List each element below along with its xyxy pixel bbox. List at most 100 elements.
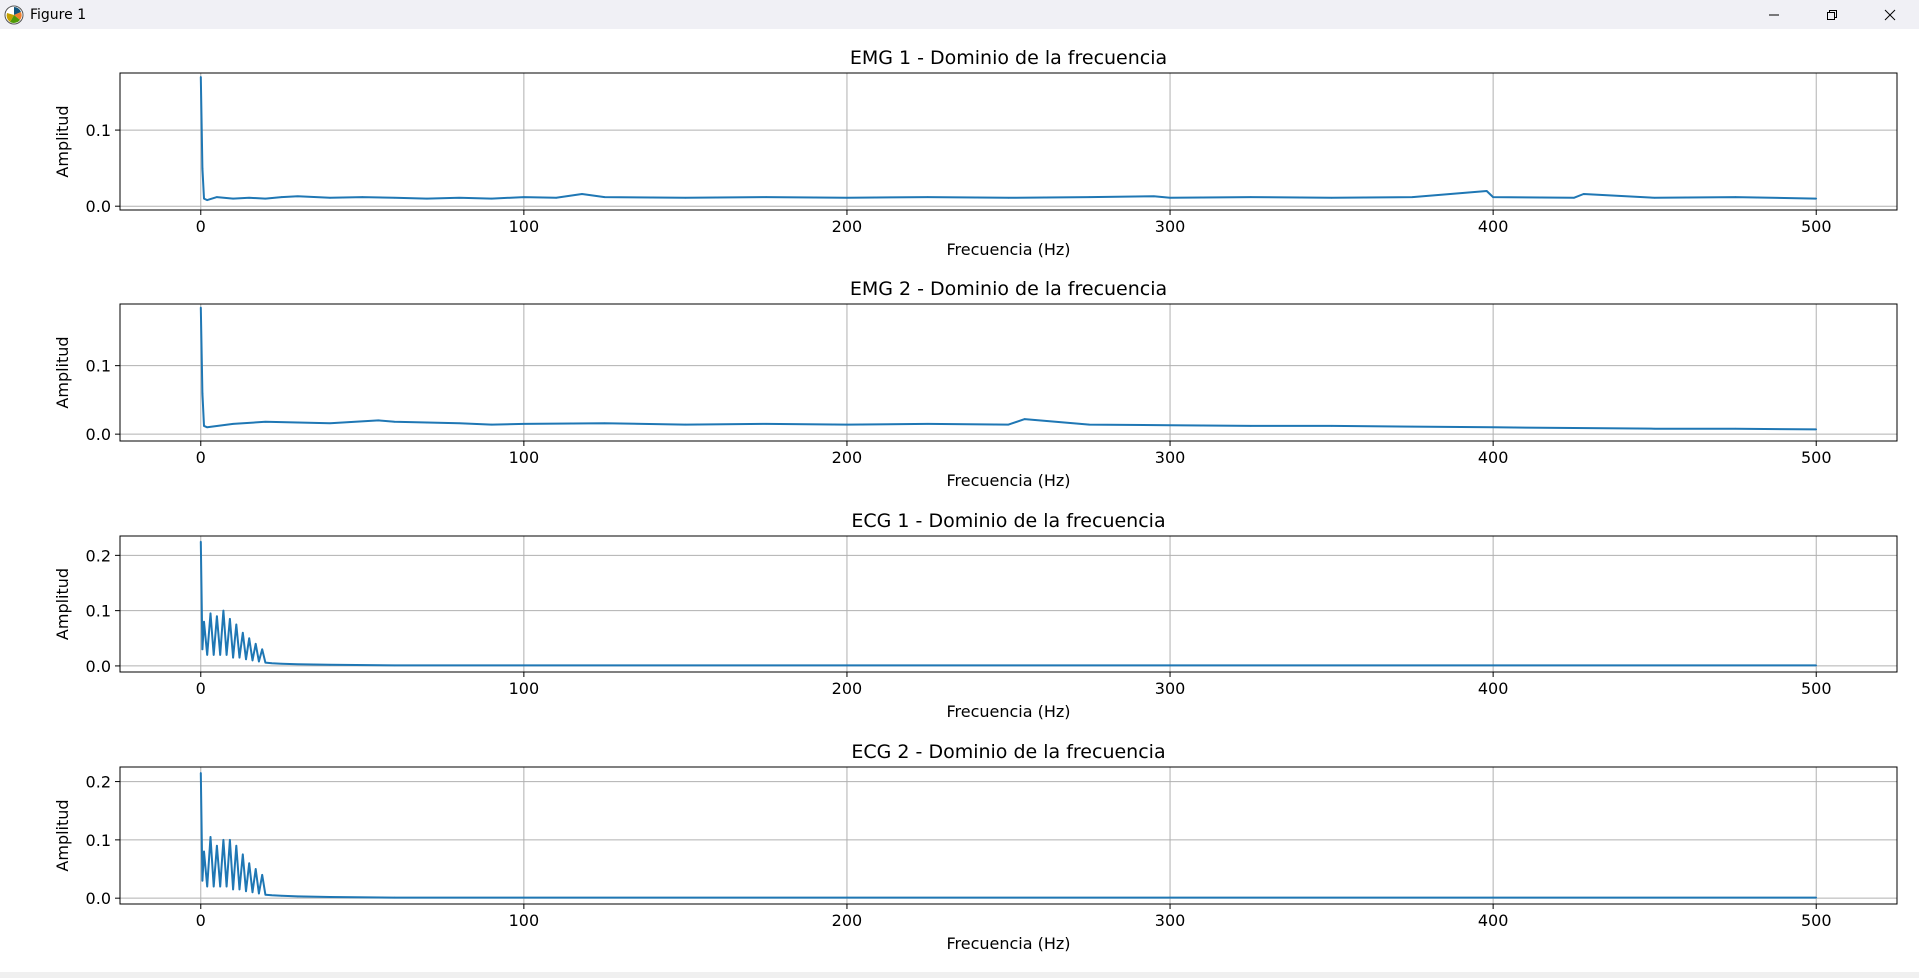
data-point	[329, 422, 331, 424]
y-axis-label: Amplitud	[53, 568, 72, 640]
data-point	[232, 197, 234, 200]
data-point	[926, 423, 929, 425]
series-line	[199, 307, 1817, 431]
data-point	[254, 868, 257, 870]
data-point	[222, 609, 225, 612]
data-point	[926, 196, 929, 198]
data-point	[251, 659, 254, 662]
data-point	[199, 540, 202, 543]
data-point	[209, 836, 212, 838]
data-point	[258, 892, 260, 895]
data-point	[1169, 664, 1171, 667]
x-tick-label: 500	[1801, 679, 1832, 698]
data-point	[603, 196, 606, 198]
data-point	[1492, 896, 1494, 899]
x-tick-label: 400	[1478, 217, 1509, 236]
x-tick-label: 500	[1801, 911, 1832, 930]
data-point	[1250, 196, 1252, 198]
data-point	[264, 421, 267, 423]
status-strip	[0, 972, 1919, 978]
y-tick-label: 0.1	[86, 121, 111, 140]
minimize-button[interactable]	[1745, 0, 1803, 29]
window-title: Figure 1	[30, 6, 87, 23]
data-point	[846, 423, 848, 426]
data-point	[219, 885, 221, 888]
data-point	[232, 423, 234, 425]
data-point	[361, 196, 364, 198]
data-point	[264, 661, 267, 664]
data-point	[1169, 197, 1171, 199]
data-point	[1492, 426, 1494, 429]
data-point	[1734, 427, 1737, 430]
x-tick-label: 0	[196, 911, 206, 930]
data-point	[1653, 197, 1656, 199]
data-point	[225, 885, 228, 888]
data-point	[1653, 427, 1656, 430]
y-tick-label: 0.1	[86, 357, 111, 376]
data-point	[248, 862, 251, 864]
data-point	[245, 890, 247, 892]
figure-svg: 0 100 200 300 400 500 0.0 0.1 EMG 1 - Dominio de…	[53, 47, 1898, 953]
data-point	[216, 615, 218, 617]
data-point	[1330, 425, 1333, 427]
data-point	[393, 896, 396, 899]
series-line	[199, 772, 1817, 899]
data-point	[206, 654, 209, 656]
x-tick-label: 500	[1801, 448, 1832, 467]
data-point	[238, 888, 241, 891]
data-point	[846, 197, 848, 199]
maximize-button[interactable]	[1803, 0, 1861, 29]
x-tick-label: 200	[832, 448, 863, 467]
data-point	[241, 853, 244, 856]
close-button[interactable]	[1861, 0, 1919, 29]
figure-canvas: 0 100 200 300 400 500 0.0 0.1 EMG 1 - Dominio de…	[0, 29, 1919, 972]
data-point	[199, 76, 202, 78]
data-point	[238, 656, 241, 659]
data-point	[235, 623, 238, 626]
data-point	[1815, 896, 1818, 899]
data-point	[426, 421, 428, 424]
data-point	[280, 895, 283, 897]
data-point	[271, 894, 273, 897]
data-point	[329, 896, 331, 898]
data-point	[1088, 423, 1091, 426]
x-axis-label: Frecuencia (Hz)	[946, 702, 1070, 721]
data-point	[296, 421, 299, 424]
data-point	[1088, 196, 1091, 198]
data-point	[523, 664, 525, 667]
data-point	[1815, 428, 1818, 431]
data-point	[523, 423, 525, 425]
data-point	[393, 664, 396, 667]
data-point	[280, 662, 283, 665]
data-point	[458, 422, 461, 424]
x-axis-label: Frecuencia (Hz)	[946, 240, 1070, 259]
data-point	[203, 197, 205, 200]
axes-frame	[119, 766, 1898, 905]
data-point	[1485, 190, 1488, 192]
window-titlebar: Figure 1	[0, 0, 1919, 29]
y-tick-label: 0.0	[86, 197, 111, 216]
x-tick-label: 200	[832, 911, 863, 930]
subplot-3: 0 100 200 300 400 500 0.0 0.1 0.2 ECG 1 - Dominio…	[53, 510, 1898, 721]
data-point	[222, 839, 225, 841]
data-point	[212, 654, 215, 656]
data-point	[219, 654, 221, 656]
data-point	[1023, 418, 1026, 420]
chart-title: ECG 1 - Dominio de la frecuencia	[851, 510, 1165, 532]
data-point	[581, 193, 583, 195]
data-point	[1007, 423, 1010, 426]
data-point	[203, 620, 205, 623]
data-point	[261, 648, 263, 651]
data-point	[1169, 424, 1171, 427]
data-point	[296, 195, 299, 198]
data-point	[377, 419, 380, 422]
chart-title: EMG 1 - Dominio de la frecuencia	[850, 47, 1167, 69]
data-point	[254, 643, 257, 645]
data-point	[201, 648, 204, 651]
chart-title: EMG 2 - Dominio de la frecuencia	[850, 278, 1167, 300]
data-point	[684, 197, 687, 199]
data-point	[271, 662, 273, 664]
data-point	[212, 885, 215, 888]
data-point	[1169, 896, 1171, 899]
data-point	[199, 306, 202, 309]
